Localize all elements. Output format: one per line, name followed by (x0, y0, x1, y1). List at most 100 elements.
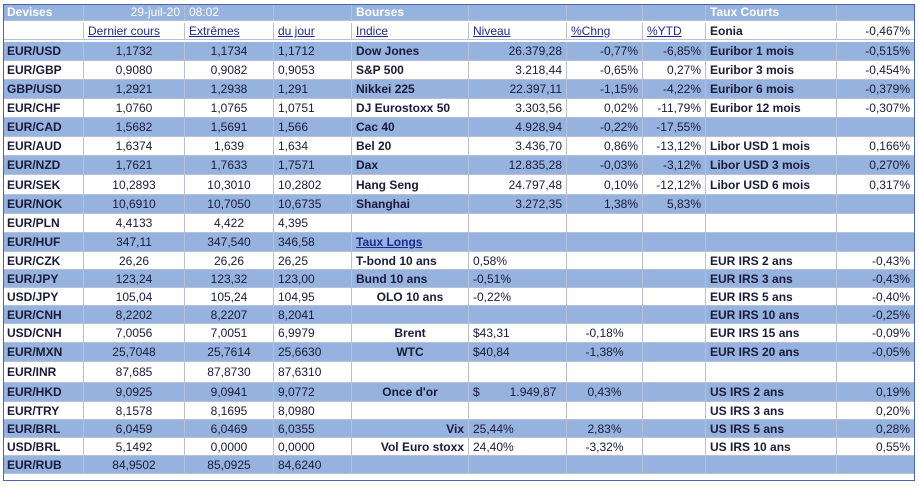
extreme-cell: 10,7050 (185, 195, 274, 214)
chng-cell (567, 270, 643, 288)
extreme-cell: 1,639 (185, 137, 274, 156)
pair-cell: EUR/USD (3, 42, 84, 61)
du-jour-cell: 8,2041 (274, 306, 352, 324)
niveau-cell: 26.379,28 (469, 42, 567, 61)
ytd-cell (643, 420, 706, 438)
extreme-cell: 10,3010 (185, 175, 274, 195)
extreme-cell: 7,0051 (185, 324, 274, 343)
du-jour-header: du jour (274, 23, 352, 40)
ytd-cell: -3,12% (643, 156, 706, 175)
rate-label-cell: Euribor 3 mois (706, 61, 837, 80)
rate-value-cell: 0,270% (837, 156, 915, 175)
pair-cell: EUR/CZK (3, 252, 84, 270)
indice-cell: Shanghai (352, 195, 469, 214)
dernier-cours-cell: 1,7621 (84, 156, 185, 175)
pair-cell: EUR/TRY (3, 402, 84, 420)
table-row: EUR/CZK 26,26 26,26 26,25 T-bond 10 ans 0,58%… (3, 252, 915, 270)
time-cell: 08:02 (185, 4, 274, 21)
niveau-cell: 25,44% (469, 420, 567, 438)
du-jour-cell: 1,291 (274, 80, 352, 99)
chng-cell: 0,86% (567, 137, 643, 156)
rate-label-cell: Libor USD 6 mois (706, 175, 837, 195)
indice-cell: Vix (352, 420, 469, 438)
rate-label-cell (706, 456, 837, 474)
spacer-cell (3, 23, 84, 40)
chng-cell: -1,15% (567, 80, 643, 99)
pair-cell: EUR/NOK (3, 195, 84, 214)
indice-cell: DJ Eurostoxx 50 (352, 99, 469, 118)
dernier-cours-cell: 1,0760 (84, 99, 185, 118)
spacer-cell (643, 4, 706, 21)
dernier-cours-cell: 4,4133 (84, 214, 185, 233)
chng-cell: 0,43% (567, 383, 643, 402)
indice-cell: Once d'or (352, 383, 469, 402)
niveau-cell: -0,22% (469, 288, 567, 306)
rate-label-cell: US IRS 3 ans (706, 402, 837, 420)
du-jour-cell: 84,6240 (274, 456, 352, 474)
du-jour-cell: 1,1712 (274, 42, 352, 61)
ytd-cell (643, 383, 706, 402)
rate-label-cell: EUR IRS 5 ans (706, 288, 837, 306)
rate-label-cell: Euribor 1 mois (706, 42, 837, 61)
ytd-cell (643, 233, 706, 252)
rate-label-cell: US IRS 5 ans (706, 420, 837, 438)
chng-cell: -0,65% (567, 61, 643, 80)
indice-cell: Nikkei 225 (352, 80, 469, 99)
chng-cell: 0,02% (567, 99, 643, 118)
extreme-cell: 87,8730 (185, 362, 274, 383)
extreme-cell: 8,1695 (185, 402, 274, 420)
rate-label-cell: Euribor 6 mois (706, 80, 837, 99)
indice-cell (352, 456, 469, 474)
rate-label-cell: Euribor 12 mois (706, 99, 837, 118)
indice-cell: Dax (352, 156, 469, 175)
rate-value-cell: -0,307% (837, 99, 915, 118)
spacer-cell (837, 4, 915, 21)
du-jour-cell: 1,634 (274, 137, 352, 156)
pair-cell: EUR/SEK (3, 175, 84, 195)
niveau-cell: $43,31 (469, 324, 567, 343)
ytd-cell: -4,22% (643, 80, 706, 99)
rate-label-cell (706, 195, 837, 214)
rate-label-cell (706, 118, 837, 137)
indice-cell: Vol Euro stoxx (352, 438, 469, 456)
table-row: EUR/SEK 10,2893 10,3010 10,2802 Hang Seng 24.… (3, 175, 915, 195)
market-data-sheet: Devises 29-juil-20 08:02 Bourses Taux Co… (3, 4, 915, 481)
rate-label-cell: EUR IRS 15 ans (706, 324, 837, 343)
table-row: EUR/HUF 347,11 347,540 346,58 Taux Longs (3, 233, 915, 252)
extreme-cell: 4,422 (185, 214, 274, 233)
rate-value-cell (837, 195, 915, 214)
niveau-cell: 22.397,11 (469, 80, 567, 99)
niveau-cell: 24,40% (469, 438, 567, 456)
dernier-cours-cell: 1,2921 (84, 80, 185, 99)
chng-cell (567, 402, 643, 420)
table-row: EUR/JPY 123,24 123,32 123,00 Bund 10 ans -0,5… (3, 270, 915, 288)
niveau-cell (469, 402, 567, 420)
pair-cell: EUR/BRL (3, 420, 84, 438)
ytd-cell (643, 214, 706, 233)
rate-value-cell: -0,515% (837, 42, 915, 61)
chng-cell (567, 362, 643, 383)
chng-cell (567, 306, 643, 324)
rate-value-cell: 0,20% (837, 402, 915, 420)
chng-cell: 0,10% (567, 175, 643, 195)
pair-cell: EUR/HKD (3, 383, 84, 402)
du-jour-cell: 1,7571 (274, 156, 352, 175)
ytd-cell: 0,27% (643, 61, 706, 80)
chng-cell (567, 214, 643, 233)
spacer-cell (469, 4, 567, 21)
chng-cell: 2,83% (567, 420, 643, 438)
rate-value-cell (837, 362, 915, 383)
pair-cell: USD/JPY (3, 288, 84, 306)
du-jour-cell: 104,95 (274, 288, 352, 306)
niveau-cell: $40,84 (469, 343, 567, 362)
indice-cell: WTC (352, 343, 469, 362)
niveau-cell: 3.272,35 (469, 195, 567, 214)
pair-cell: EUR/CNH (3, 306, 84, 324)
rate-value-cell (837, 118, 915, 137)
ytd-cell: -12,12% (643, 175, 706, 195)
indice-cell: Dow Jones (352, 42, 469, 61)
table-row: EUR/CAD 1,5682 1,5691 1,566 Cac 40 4.928,94 -0… (3, 118, 915, 137)
pair-cell: EUR/RUB (3, 456, 84, 474)
niveau-cell: 3.436,70 (469, 137, 567, 156)
rate-value-cell: -0,43% (837, 270, 915, 288)
